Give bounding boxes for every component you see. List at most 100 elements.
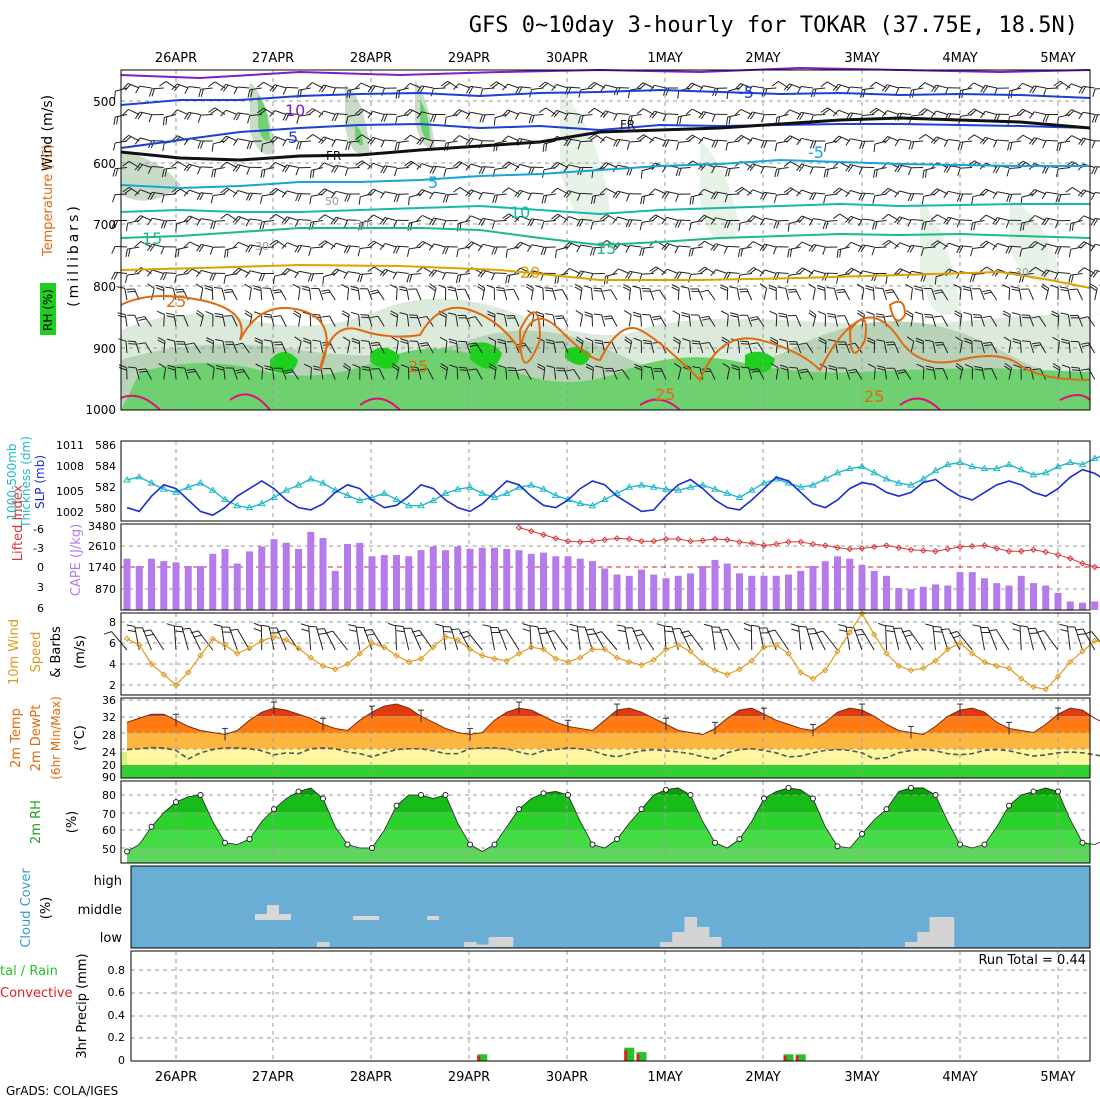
cape-bar (968, 572, 976, 610)
wind-barb-tick (465, 189, 472, 197)
cloud-levels: high middle low (78, 874, 123, 946)
wind-barb (281, 368, 287, 380)
wind-barb (936, 188, 948, 195)
rh-band (127, 787, 1090, 795)
rh-marker (761, 795, 767, 802)
wind-barb-tick (857, 244, 863, 253)
wind-barb (111, 631, 128, 651)
wind-barb (347, 167, 360, 169)
thickness-marker (208, 486, 217, 493)
wind-barb-tick (763, 140, 768, 149)
wind-barb-tick (1012, 623, 1021, 627)
wind-barb-tick (661, 191, 667, 199)
wind-barb (384, 165, 397, 168)
rh-marker (442, 792, 449, 798)
wind-barb (960, 245, 973, 248)
wind-barb (1083, 241, 1095, 248)
wind-barb-tick (600, 84, 606, 92)
wind-barb (237, 138, 250, 142)
wind-barb-tick (254, 337, 263, 342)
wind-barb (937, 214, 948, 221)
wind-barb (959, 367, 964, 380)
wind-barb (200, 244, 213, 248)
thickness-marker (919, 474, 928, 482)
wind-barb (324, 162, 336, 168)
cloud-low-bar (929, 917, 942, 947)
wind-barb (592, 367, 594, 380)
precip-grid (131, 951, 1090, 1061)
wind-barb-tick (318, 84, 325, 92)
wind-speed-marker (895, 662, 902, 670)
wind-barb (948, 190, 961, 195)
rh-marker (981, 841, 988, 848)
cape-bar (993, 583, 1001, 610)
wind-barb-tick (1071, 222, 1074, 231)
wind-barb (298, 270, 311, 274)
wind-barb (698, 341, 704, 354)
wind-barb (466, 631, 483, 651)
thickness-marker (809, 481, 817, 488)
wind-barb-tick (257, 107, 265, 114)
wind-barb (134, 315, 140, 327)
precip-y-ticks: 0.8 0.6 0.4 0.2 0 (108, 964, 126, 1067)
wind-barb-tick (246, 141, 251, 150)
wind-barb-tick (894, 190, 900, 198)
wind-barb-tick (651, 289, 660, 293)
rh-marker (491, 841, 498, 848)
wind-barb-tick (320, 241, 328, 248)
wind-barb-tick (393, 220, 398, 228)
wind-barb (562, 341, 569, 354)
wind-barb-tick (1008, 194, 1013, 203)
wind-speed-marker (197, 652, 204, 659)
wind-barb (409, 108, 422, 115)
wind-barb-tick (845, 190, 851, 198)
wind-barb (1033, 111, 1046, 115)
date-label-top: 2MAY (745, 51, 780, 66)
wind-barb (911, 244, 924, 248)
wind-barb-tick (465, 215, 472, 222)
wind-barb (1095, 269, 1100, 273)
wind-speed-marker (711, 667, 719, 674)
wind-barb (505, 367, 508, 380)
wind-barb (960, 167, 973, 169)
wind-barb-tick (822, 108, 831, 115)
wind-barb (708, 342, 716, 354)
wind-barb-tick (156, 310, 165, 315)
wind-barb (666, 242, 679, 248)
wind-barb-tick (301, 288, 310, 292)
wind-barb-tick (209, 272, 214, 281)
wind-barb (697, 288, 704, 301)
wind-barb-tick (639, 248, 643, 257)
wind-barb (960, 87, 973, 91)
wind-barb (764, 87, 777, 90)
wind-barb-tick (222, 188, 230, 195)
wind-barb (592, 628, 606, 651)
wind-barb-tick (774, 143, 778, 152)
wind-barb (363, 627, 373, 651)
wind-barb (650, 341, 655, 354)
wind-barb-tick (416, 163, 423, 171)
wind-barb-tick (1068, 275, 1072, 284)
wind-barb (1095, 217, 1100, 220)
wind-barb (885, 625, 887, 651)
wind-barb (324, 214, 336, 221)
contour-label: 5 (288, 128, 298, 147)
y-tick: 600 (93, 157, 116, 171)
wind-barb (715, 217, 728, 221)
wind-barb-tick (184, 86, 190, 94)
wind-barb-tick (379, 243, 386, 251)
wind-barb-tick (894, 164, 900, 172)
wind-barb (1028, 315, 1034, 327)
lifted-index-marker (699, 537, 706, 544)
cloud-low-bar (488, 937, 501, 947)
wind-barb (1034, 214, 1046, 221)
wind-barb (238, 241, 250, 248)
wind-barb-tick (487, 313, 496, 318)
wind-barb (985, 188, 997, 195)
wind-barb-tick (787, 223, 790, 232)
wind-barb-tick (160, 220, 165, 229)
wind-barb-tick (137, 342, 146, 345)
wind-barb (641, 193, 654, 197)
wind-barb-tick (970, 248, 974, 257)
wind-barb-tick (563, 216, 570, 224)
